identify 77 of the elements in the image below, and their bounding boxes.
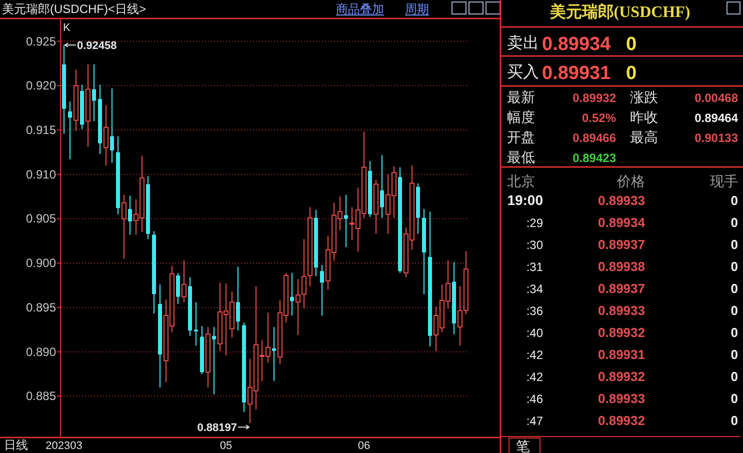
text: 0 — [730, 237, 738, 252]
text: 0 — [730, 347, 738, 362]
text: 0 — [730, 281, 738, 296]
text: 最低 — [507, 149, 535, 165]
text: 美元瑞郎(USDCHF) — [548, 2, 690, 21]
x-axis-title: 日线 — [4, 438, 28, 452]
text: 周期 — [405, 2, 429, 16]
text: 0.89933 — [598, 303, 645, 318]
text: :36 — [526, 304, 544, 318]
text: 0 — [730, 325, 738, 340]
text: 19:00 — [507, 192, 544, 208]
y-tick-label: 0.910 — [26, 167, 56, 182]
text: 0.89937 — [598, 281, 645, 296]
text: 0.89934 — [542, 34, 612, 55]
text: 0.52% — [582, 111, 616, 125]
y-tick-label: 0.920 — [26, 78, 56, 93]
text: :42 — [526, 348, 544, 362]
text: 北京 — [507, 173, 535, 189]
chart-title: 美元瑞郎(USDCHF)<日线> — [2, 2, 146, 16]
text: 0 — [730, 215, 738, 230]
annotation: 0.88197 — [197, 422, 237, 434]
text: 0.89423 — [572, 151, 616, 165]
text: 0.89938 — [598, 259, 645, 274]
text: 买入 — [507, 63, 539, 81]
text: 昨收 — [630, 109, 658, 125]
text: 0 — [730, 369, 738, 384]
text: 0 — [730, 303, 738, 318]
text: 0.89937 — [598, 237, 645, 252]
text: 涨跌 — [630, 89, 658, 105]
text: 开盘 — [507, 129, 535, 145]
text: 0.00468 — [694, 91, 738, 105]
text: 0.90133 — [694, 131, 738, 145]
text: 笔 — [516, 438, 530, 453]
text: :34 — [526, 282, 544, 296]
y-tick-label: 0.925 — [26, 34, 56, 48]
text: :30 — [526, 238, 544, 252]
text: 幅度 — [507, 109, 535, 125]
text: 0.89932 — [598, 413, 645, 428]
text: :40 — [526, 326, 544, 340]
text: 0.89932 — [598, 369, 645, 384]
y-tick-label: 0.915 — [26, 123, 56, 138]
text: 卖出 — [507, 34, 539, 52]
text: 0 — [626, 34, 637, 55]
text: 0 — [730, 391, 738, 406]
y-tick-label: 0.905 — [26, 212, 56, 226]
text: 0.89932 — [598, 325, 645, 340]
text: 最高 — [630, 129, 658, 145]
x-tick-label: 05 — [220, 440, 232, 452]
annotation: 0.92458 — [77, 40, 117, 52]
y-tick-label: 0.895 — [26, 300, 56, 314]
text: 0.89933 — [598, 391, 645, 406]
text: :42 — [526, 370, 544, 384]
text: 商品叠加 — [336, 2, 384, 16]
text: 现手 — [710, 173, 738, 189]
text: :31 — [526, 260, 544, 274]
text: 0 — [626, 63, 637, 84]
y-tick-label: 0.890 — [26, 344, 56, 359]
text: 0.89464 — [694, 111, 738, 125]
text: 最新 — [507, 89, 535, 105]
text: :47 — [526, 414, 544, 428]
annotation: K — [63, 22, 71, 34]
text: 0.89932 — [572, 91, 616, 105]
text: 价格 — [616, 173, 645, 189]
text: :46 — [526, 392, 544, 406]
text: 0.89931 — [598, 347, 645, 362]
text: 0.89466 — [572, 131, 616, 145]
text: 0 — [730, 259, 738, 274]
text: 0 — [730, 413, 738, 428]
text: 0.89934 — [598, 215, 646, 230]
x-tick-label: 202303 — [46, 440, 82, 452]
text: 0 — [730, 193, 738, 208]
text: 0.89933 — [598, 193, 645, 208]
y-tick-label: 0.885 — [26, 389, 56, 404]
text: 0.89931 — [542, 63, 612, 84]
x-tick-label: 06 — [358, 440, 370, 452]
text: :29 — [526, 216, 544, 230]
y-tick-label: 0.900 — [26, 256, 56, 270]
